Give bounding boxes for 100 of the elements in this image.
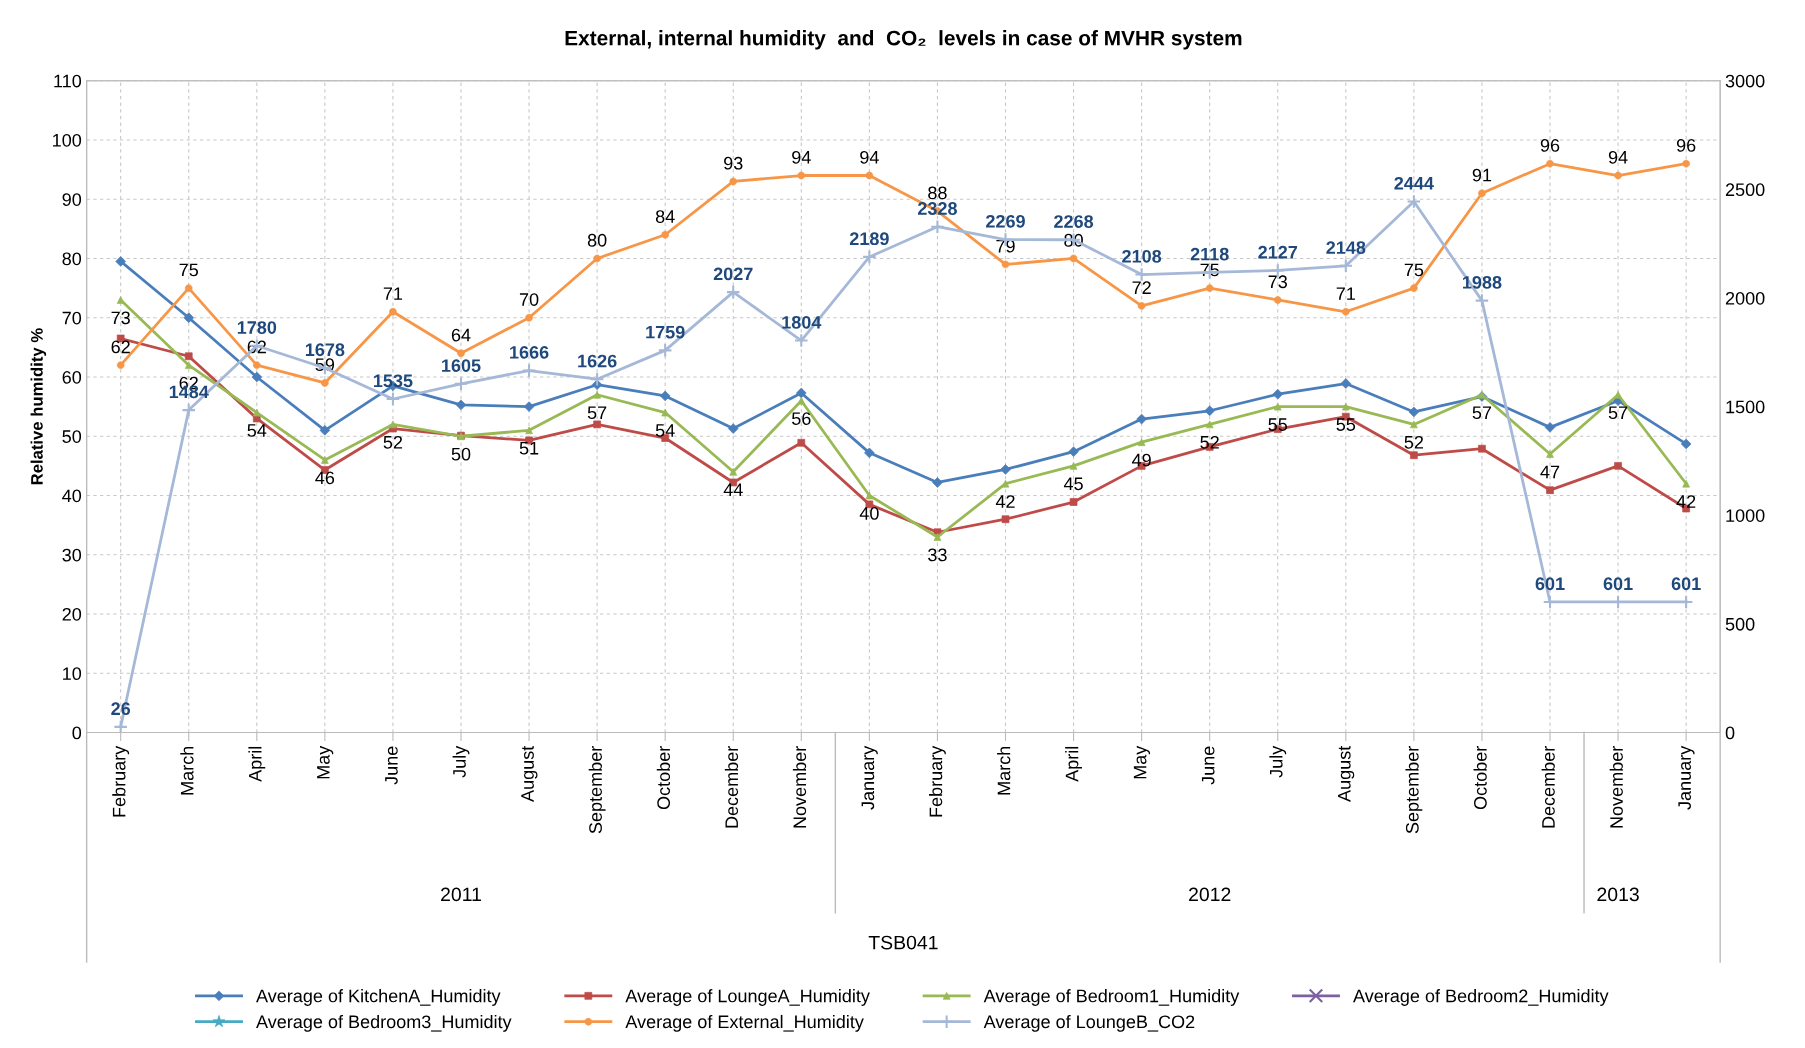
y-tick-label: 10 (63, 667, 82, 681)
data-label: 2118 (1190, 247, 1229, 261)
data-label: 40 (859, 507, 879, 520)
y2-tick-label: 2500 (1725, 183, 1765, 197)
x-tick-label: September (1405, 746, 1423, 834)
x-tick-label: May (1133, 745, 1151, 779)
data-label: 26 (111, 702, 131, 716)
y-tick-label: 70 (62, 311, 82, 325)
data-label: 2148 (1326, 241, 1366, 254)
legend-label: Average of Bedroom3_Humidity (256, 1014, 512, 1032)
y-tick-label: 110 (54, 74, 82, 88)
data-label: 1804 (782, 315, 822, 329)
x-tick-label: February (112, 745, 130, 817)
data-label: 51 (519, 442, 539, 455)
text: 2013 (1597, 887, 1639, 902)
data-label: 80 (587, 233, 607, 247)
y-tick-label: 30 (62, 548, 82, 562)
x-tick-label: March (997, 746, 1011, 795)
y-tick-label: 50 (62, 430, 82, 443)
y2-tick-label: 1500 (1726, 400, 1765, 414)
legend-label: Average of LoungeA_Humidity (625, 989, 870, 1006)
x-tick-label: December (1541, 746, 1555, 828)
x-tick-label: August (521, 745, 538, 802)
y-tick-label: 0 (72, 726, 82, 740)
data-label: 91 (1472, 168, 1492, 182)
data-label: 75 (1404, 263, 1424, 277)
data-label: 601 (1535, 577, 1565, 591)
data-label: 55 (1336, 418, 1356, 431)
data-label: 2127 (1258, 245, 1298, 259)
data-label: 46 (315, 471, 335, 485)
data-label: 57 (587, 406, 607, 420)
data-label: 33 (928, 548, 947, 562)
data-label: 94 (860, 150, 879, 164)
data-label: 2268 (1054, 215, 1094, 228)
data-label: 2444 (1394, 176, 1434, 190)
x-tick-label: November (792, 746, 807, 828)
data-label: 42 (1676, 495, 1696, 508)
y-tick-label: 100 (53, 133, 82, 147)
x-tick-label: February (929, 745, 946, 817)
data-label: 1666 (510, 345, 549, 359)
x-tick-label: November (1609, 746, 1623, 828)
x-tick-label: January (861, 745, 878, 810)
x-tick-label: September (588, 746, 606, 834)
data-label: 73 (1268, 275, 1287, 289)
x-tick-label: June (385, 746, 398, 785)
data-label: 70 (519, 293, 539, 306)
data-label: 1759 (646, 325, 685, 339)
data-label: 47 (1540, 465, 1560, 479)
x-tick-label: March (180, 746, 194, 795)
x-tick-label: July (1269, 745, 1287, 778)
y2-tick-label: 3000 (1725, 74, 1765, 88)
data-label: 1605 (442, 359, 481, 372)
x-tick-label: October (656, 746, 671, 810)
chart-title: External, internal humidity and CO₂ levels in case of MVHR system (565, 30, 1242, 50)
data-label: 54 (655, 424, 675, 437)
data-label: 62 (111, 340, 130, 354)
legend-label: Average of LoungeB_CO2 (983, 1014, 1195, 1032)
data-label: 93 (724, 156, 743, 170)
data-label: 54 (247, 424, 267, 437)
data-label: 56 (791, 412, 811, 425)
data-label: 72 (1132, 281, 1151, 294)
x-tick-label: January (1678, 745, 1695, 810)
x-tick-label: December (724, 746, 739, 828)
x-tick-label: August (1338, 745, 1355, 802)
data-label: 94 (792, 150, 811, 164)
x-tick-label: October (1473, 746, 1487, 810)
x-tick-label: July (452, 745, 470, 778)
data-label: 57 (1472, 406, 1492, 420)
data-label: 1780 (237, 321, 277, 334)
data-label: 2108 (1122, 249, 1162, 263)
y-tick-label: 40 (62, 489, 82, 503)
data-label: 52 (383, 435, 403, 449)
y2-tick-label: 0 (1725, 726, 1735, 740)
x-tick-label: June (1201, 746, 1215, 785)
data-label: 96 (1676, 139, 1696, 152)
x-tick-label: April (1065, 746, 1082, 782)
data-label: 1988 (1463, 275, 1502, 289)
data-label: 94 (1608, 150, 1628, 164)
y-axis-title: Relative humidity % (30, 328, 47, 485)
data-label: 64 (451, 328, 471, 342)
legend-label: Average of External_Humidity (625, 1014, 864, 1032)
y2-tick-label: 500 (1725, 617, 1755, 631)
y2-tick-label: 2000 (1725, 291, 1765, 305)
y-tick-label: 80 (62, 252, 82, 266)
x-tick-label: May (317, 745, 334, 779)
data-label: 44 (723, 483, 743, 496)
data-label: 2189 (849, 232, 889, 246)
data-label: 71 (383, 287, 403, 300)
data-label: 2027 (713, 267, 753, 281)
data-label: 601 (1603, 577, 1633, 591)
legend-label: Average of Bedroom1_Humidity (983, 989, 1240, 1006)
data-label: 75 (179, 263, 199, 277)
data-label: 1678 (305, 343, 345, 357)
y-tick-label: 60 (62, 370, 82, 384)
data-label: 42 (995, 495, 1015, 508)
data-label: 601 (1671, 577, 1701, 591)
x-tick-label: April (248, 746, 266, 782)
y-tick-label: 90 (62, 193, 82, 206)
data-label: 57 (1608, 406, 1628, 420)
data-label: 71 (1336, 287, 1355, 300)
